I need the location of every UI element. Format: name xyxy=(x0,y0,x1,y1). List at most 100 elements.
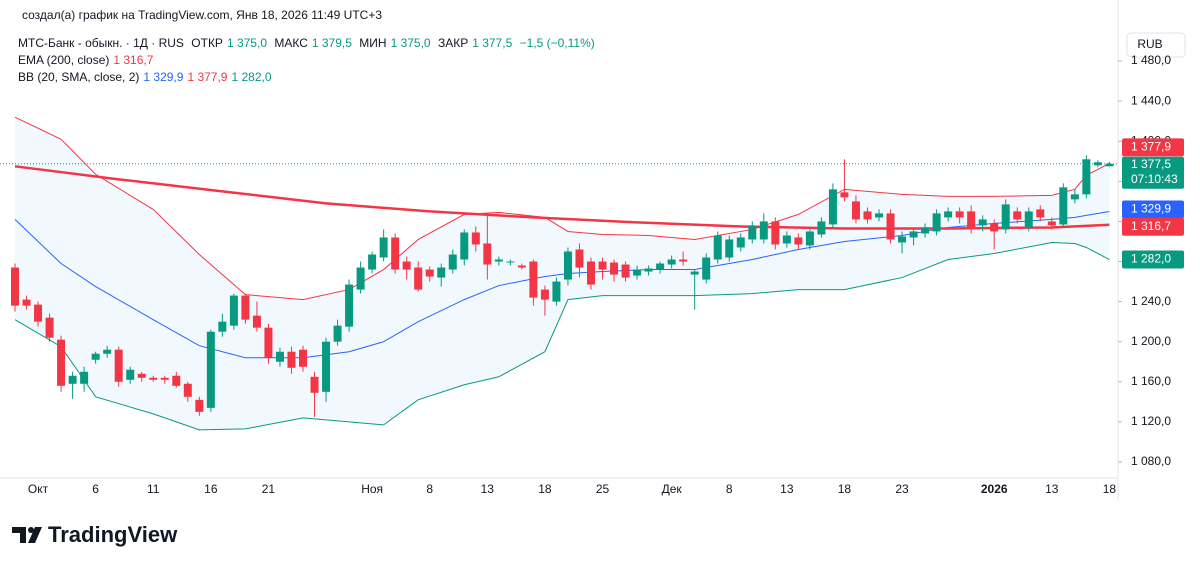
bb-basis-badge-label: 1 329,9 xyxy=(1131,202,1171,216)
candle-body xyxy=(944,211,953,218)
y-tick-label: 1 120,0 xyxy=(1131,414,1171,428)
candle-body xyxy=(275,351,284,362)
x-tick-label: Окт xyxy=(28,482,49,496)
x-tick-label: 23 xyxy=(895,482,909,496)
x-tick-label: Дек xyxy=(662,482,683,496)
candle-body xyxy=(1059,187,1068,225)
logo-icon xyxy=(12,527,42,543)
candle-body xyxy=(955,211,964,218)
candle-body xyxy=(448,254,457,270)
candle-body xyxy=(114,349,123,382)
candle-body xyxy=(1082,159,1091,195)
x-tick-label: Ноя xyxy=(361,482,383,496)
candle-body xyxy=(563,251,572,280)
y-tick-label: 1 440,0 xyxy=(1131,93,1171,107)
x-tick-label: 18 xyxy=(838,482,852,496)
candle-body xyxy=(875,213,883,218)
candle-body xyxy=(921,227,930,234)
last-price-badge xyxy=(1122,156,1184,189)
candle-body xyxy=(587,261,595,285)
bb-basis: 1 329,9 xyxy=(143,70,184,84)
countdown: 07:10:43 xyxy=(1131,172,1178,186)
legend-bb: BB (20, SMA, close, 2) 1 329,9 1 377,9 1 28… xyxy=(18,70,276,84)
y-tick-label: 1 160,0 xyxy=(1131,374,1171,388)
candle-body xyxy=(252,315,261,328)
labels-layer: 1 377,9 1 377,507:10:43 1 329,9 1 316,7 1 28… xyxy=(1122,138,1184,269)
candle-body xyxy=(402,261,411,270)
ohlc-label: МАКС xyxy=(274,36,308,50)
x-tick-label: 21 xyxy=(262,482,276,496)
candle-body xyxy=(794,237,803,245)
candle-body xyxy=(990,223,999,232)
candle-body xyxy=(103,349,112,354)
candle-body xyxy=(183,383,192,397)
candle-body xyxy=(898,236,907,243)
x-tick-label: 16 xyxy=(204,482,218,496)
candle-body xyxy=(840,192,849,198)
candle-body xyxy=(552,281,561,302)
candle-body xyxy=(782,235,791,244)
candle-body xyxy=(656,263,665,270)
candle-body xyxy=(978,219,987,226)
candle-body xyxy=(494,259,503,262)
ema-name: EMA (200, close) xyxy=(18,53,110,67)
candle-body xyxy=(725,239,734,258)
y-tick-label: 1 480,0 xyxy=(1131,53,1171,67)
candle-body xyxy=(644,268,653,272)
bb-lower-line xyxy=(14,241,1110,431)
y-tick-label: 1 080,0 xyxy=(1131,454,1171,468)
bb-upper-line xyxy=(14,116,1110,301)
x-tick-label: 18 xyxy=(1103,482,1117,496)
ohlc-label: МИН xyxy=(359,36,387,50)
ema-badge-label: 1 316,7 xyxy=(1131,219,1171,233)
candle-body xyxy=(160,377,169,380)
candle-body xyxy=(287,351,296,368)
candle-body xyxy=(80,371,89,384)
bb-upper-badge xyxy=(1122,138,1184,157)
candle-body xyxy=(1093,162,1102,166)
ohlc-label: ОТКР xyxy=(191,36,223,50)
bb-upper: 1 377,9 xyxy=(187,70,228,84)
candle-body xyxy=(1036,209,1045,218)
ohlc-value: 1 375,0 xyxy=(390,36,431,50)
candle-body xyxy=(229,295,238,326)
x-tick-label: 8 xyxy=(426,482,433,496)
candle-body xyxy=(471,232,480,245)
candle-body xyxy=(172,375,181,386)
change: −1,5 (−0,11%) xyxy=(519,36,595,50)
ohlc-label: ЗАКР xyxy=(437,36,469,50)
currency: RUB xyxy=(1137,37,1162,51)
candle-body xyxy=(805,231,814,246)
candle-body xyxy=(828,189,837,225)
candle-body xyxy=(68,375,77,384)
candle-body xyxy=(368,254,377,270)
candle-body xyxy=(437,267,446,278)
candle-body xyxy=(299,349,307,367)
ema-value: 1 316,7 xyxy=(113,53,154,67)
candle-body xyxy=(218,321,227,332)
candle-body xyxy=(759,221,768,240)
candle-body xyxy=(137,373,146,378)
candle-body xyxy=(126,369,135,380)
x-tick-label: 6 xyxy=(92,482,99,496)
candle-body xyxy=(1001,204,1010,230)
candle-body xyxy=(310,376,319,393)
candle-body xyxy=(967,211,976,230)
created-note: создал(а) график на TradingView.com, Янв… xyxy=(22,8,383,22)
bb-lower-badge xyxy=(1122,250,1184,269)
brand: TradingView xyxy=(48,522,178,547)
candle-body xyxy=(506,261,515,263)
candle-body xyxy=(34,304,43,322)
currency-box[interactable] xyxy=(1126,32,1186,58)
candle-body xyxy=(195,399,204,412)
candle-body xyxy=(1047,221,1056,226)
candle-body xyxy=(1024,211,1033,228)
candle-body xyxy=(45,317,54,338)
bb-upper-badge-label: 1 377,9 xyxy=(1131,140,1171,154)
candle-body xyxy=(241,295,250,320)
symbol: МТС-Банк - обыкн. · 1Д · RUS xyxy=(18,36,184,50)
candle-body xyxy=(736,237,745,248)
bb-lower-badge-label: 1 282,0 xyxy=(1131,252,1171,266)
candle-body xyxy=(679,259,688,262)
